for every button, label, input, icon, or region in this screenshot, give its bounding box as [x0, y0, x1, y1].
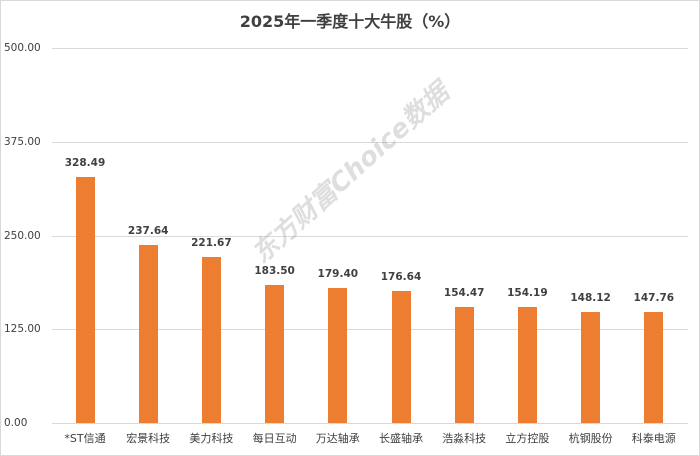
bar-value-label: 148.12	[570, 291, 611, 304]
y-tick-label: 0.00	[4, 417, 28, 429]
x-category-label: 科泰电源	[631, 432, 676, 445]
bar	[201, 256, 221, 423]
x-category-label: *ST信通	[64, 432, 106, 445]
x-category-label: 浩淼科技	[442, 432, 487, 445]
bar-value-label: 183.50	[254, 265, 295, 278]
bar	[454, 307, 474, 423]
bar-value-label: 154.19	[507, 287, 548, 300]
x-category-label: 万达轴承	[315, 432, 360, 445]
bar-value-label: 328.49	[64, 156, 106, 169]
bar	[75, 176, 95, 423]
bar	[517, 307, 537, 423]
gridline	[52, 423, 688, 424]
bar-value-label: 176.64	[380, 270, 422, 283]
x-category-label: 立方控股	[505, 432, 550, 445]
x-category-label: 杭钢股份	[568, 432, 613, 445]
chart-title: 2025年一季度十大牛股（%）	[239, 12, 461, 31]
y-tick-label: 250.00	[4, 229, 41, 242]
x-category-label: 每日互动	[252, 432, 297, 445]
bar-value-label: 237.64	[127, 224, 169, 237]
gridline	[52, 141, 688, 143]
x-category-label: 长盛轴承	[379, 432, 423, 445]
bar	[644, 312, 664, 423]
bar	[328, 288, 348, 423]
gridline	[52, 329, 688, 331]
gridline	[52, 235, 688, 237]
bar-value-label: 179.40	[317, 268, 359, 281]
y-tick-label: 500.00	[4, 42, 41, 54]
bar-value-label: 147.76	[633, 292, 675, 305]
bar	[265, 285, 285, 423]
bar-value-label: 221.67	[191, 236, 232, 249]
y-tick-label: 125.00	[4, 323, 41, 336]
bar	[581, 311, 601, 423]
x-category-label: 美力科技	[189, 432, 234, 445]
bar-value-label: 154.47	[443, 287, 485, 300]
y-tick-label: 375.00	[4, 135, 41, 148]
bar	[391, 290, 411, 423]
gridline	[52, 48, 688, 49]
bar	[138, 244, 158, 423]
x-category-label: 宏景科技	[126, 432, 171, 445]
